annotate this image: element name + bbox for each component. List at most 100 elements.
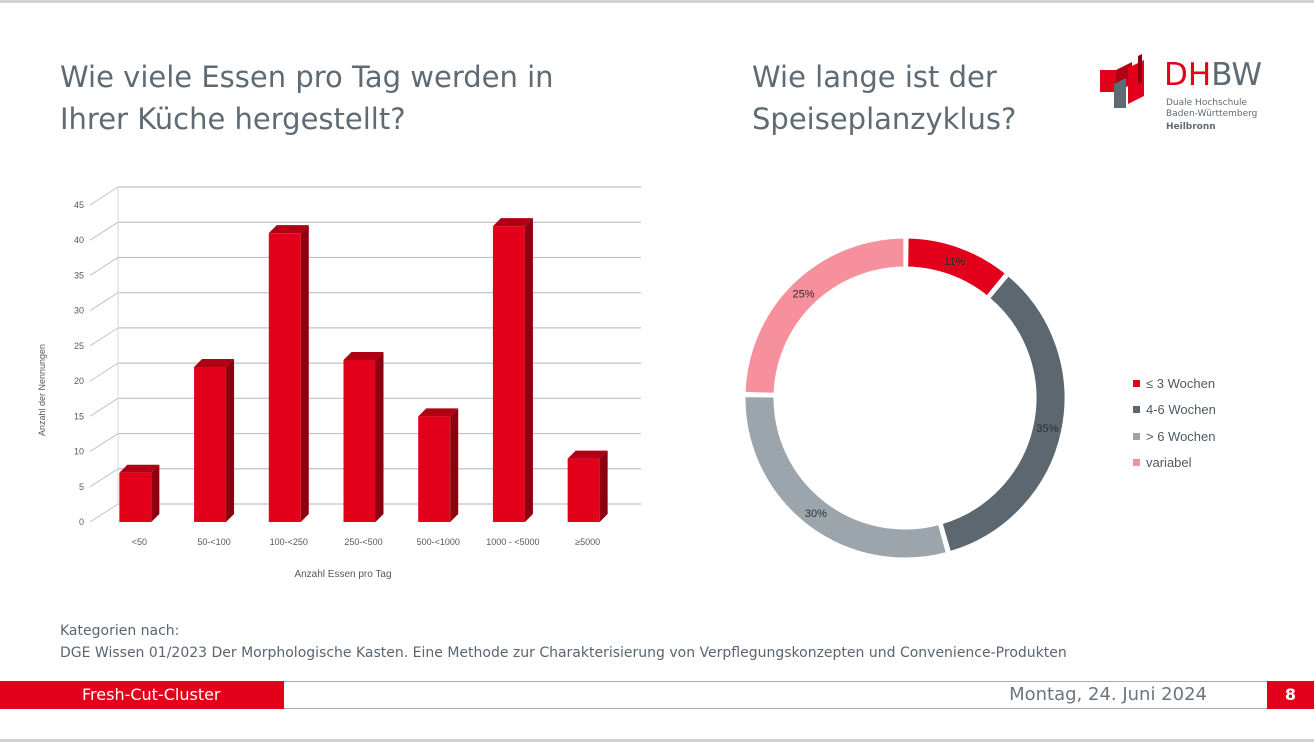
legend-swatch xyxy=(1133,406,1140,414)
footer: Fresh-Cut-Cluster Montag, 24. Juni 2024 … xyxy=(0,681,1314,709)
bar xyxy=(492,218,533,522)
x-tick-label: <50 xyxy=(132,537,147,547)
bar-top xyxy=(492,218,533,227)
gridline-diagonal xyxy=(89,468,119,488)
logo-line-1: Duale Hochschule xyxy=(1166,98,1248,108)
x-tick-label: ≥5000 xyxy=(575,537,600,547)
bottom-divider xyxy=(0,739,1314,742)
bar xyxy=(194,359,235,522)
legend-item: variabel xyxy=(1133,450,1216,477)
footer-project-label: Fresh-Cut-Cluster xyxy=(0,681,284,709)
y-tick-label: 0 xyxy=(79,517,84,527)
logo-line-3: Heilbronn xyxy=(1166,122,1216,132)
y-tick-label: 5 xyxy=(79,482,84,492)
bar-side xyxy=(151,464,160,522)
bar-top xyxy=(119,464,160,473)
x-tick-label: 1000 - <5000 xyxy=(486,537,539,547)
gridline-diagonal xyxy=(89,397,119,417)
legend-swatch xyxy=(1133,379,1140,387)
bar xyxy=(268,225,309,522)
bar-front xyxy=(343,359,376,522)
y-tick-label: 15 xyxy=(74,411,84,421)
gridline-diagonal xyxy=(89,186,119,206)
bar-front xyxy=(119,472,152,522)
y-axis-label: Anzahl der Nennungen xyxy=(37,344,47,436)
bar-side xyxy=(450,408,459,522)
slice-value-label: 11% xyxy=(944,256,965,268)
bar xyxy=(567,450,608,522)
bar-front xyxy=(492,226,525,522)
bar-top xyxy=(194,359,235,368)
bar-top xyxy=(567,450,608,459)
legend-label: variabel xyxy=(1146,455,1192,471)
gridline-diagonal xyxy=(89,292,119,312)
page-number: 8 xyxy=(1267,681,1314,709)
legend-item: > 6 Wochen xyxy=(1133,423,1216,450)
legend-item: 4-6 Wochen xyxy=(1133,397,1216,424)
bar-side xyxy=(375,351,384,522)
dhbw-logo-mark xyxy=(1100,54,1144,108)
x-tick-label: 500-<1000 xyxy=(417,537,460,547)
logo-dh: DH xyxy=(1164,57,1212,93)
logo-line-2: Baden-Württemberg xyxy=(1166,109,1258,119)
right-chart-heading: Wie lange ist der Speiseplanzyklus? xyxy=(752,60,1017,136)
gridline-diagonal xyxy=(89,221,119,241)
bar xyxy=(343,351,384,522)
bar-front xyxy=(418,416,451,522)
donut-slice xyxy=(939,272,1068,555)
gridline-diagonal xyxy=(89,362,119,382)
y-tick-label: 30 xyxy=(74,306,84,316)
donut-slice xyxy=(742,235,907,396)
bar-side xyxy=(524,218,533,522)
bar-side xyxy=(226,359,235,522)
bar-chart: 0 5 10 15 20 25 30 35 40 45 <50 50-<100 100-<250 250-… xyxy=(37,186,641,580)
source-heading: Kategorien nach: xyxy=(60,623,180,639)
slice-value-label: 30% xyxy=(805,508,827,520)
legend-label: 4-6 Wochen xyxy=(1146,402,1216,418)
bar-top xyxy=(343,351,384,360)
bar xyxy=(418,408,459,522)
x-tick-label: 250-<500 xyxy=(344,537,382,547)
donut-legend: ≤ 3 Wochen 4-6 Wochen > 6 Wochen variabe… xyxy=(1133,370,1216,476)
legend-label: > 6 Wochen xyxy=(1146,428,1216,444)
slice-value-label: 25% xyxy=(793,289,815,301)
bar-side xyxy=(599,450,608,522)
gridline-diagonal xyxy=(89,257,119,276)
bar-top xyxy=(268,225,309,234)
bar xyxy=(119,464,160,522)
y-tick-label: 35 xyxy=(74,270,84,280)
logo-bw: BW xyxy=(1211,57,1263,93)
slice-value-label: 35% xyxy=(1036,423,1058,435)
legend-item: ≤ 3 Wochen xyxy=(1133,370,1216,397)
legend-swatch xyxy=(1133,459,1140,467)
donut-slice xyxy=(742,394,950,561)
bar-front xyxy=(194,367,227,522)
x-tick-label: 100-<250 xyxy=(270,537,308,547)
left-chart-heading: Wie viele Essen pro Tag werden in Ihrer … xyxy=(60,60,554,136)
y-tick-label: 45 xyxy=(74,200,84,210)
gridline-diagonal xyxy=(89,433,119,452)
x-tick-label: 50-<100 xyxy=(197,537,230,547)
bar-front xyxy=(567,458,600,522)
donut-slice xyxy=(905,235,1009,300)
bar-front xyxy=(268,233,301,522)
donut-chart: 11% 35% 30% 25% xyxy=(742,235,1068,561)
footer-date-bar: Montag, 24. Juni 2024 xyxy=(284,681,1267,709)
bar-side xyxy=(300,225,309,522)
y-tick-label: 20 xyxy=(74,376,84,386)
y-tick-label: 40 xyxy=(74,235,84,245)
x-axis-label: Anzahl Essen pro Tag xyxy=(294,569,391,580)
legend-label: ≤ 3 Wochen xyxy=(1146,375,1216,391)
top-divider xyxy=(0,0,1314,3)
source-note: Kategorien nach: DGE Wissen 01/2023 Der … xyxy=(60,620,1067,664)
gridline-diagonal xyxy=(89,327,119,347)
legend-swatch xyxy=(1133,432,1140,440)
logo-wordmark: DHBW xyxy=(1164,58,1262,92)
footer-date: Montag, 24. Juni 2024 xyxy=(1009,684,1207,705)
bar-top xyxy=(418,408,459,417)
dhbw-logo: DHBW Duale Hochschule Baden-Württemberg … xyxy=(1098,52,1268,138)
y-tick-label: 25 xyxy=(74,341,84,351)
gridline-diagonal xyxy=(89,503,119,523)
source-citation: DGE Wissen 01/2023 Der Morphologische Ka… xyxy=(60,645,1067,661)
y-tick-label: 10 xyxy=(74,447,84,457)
